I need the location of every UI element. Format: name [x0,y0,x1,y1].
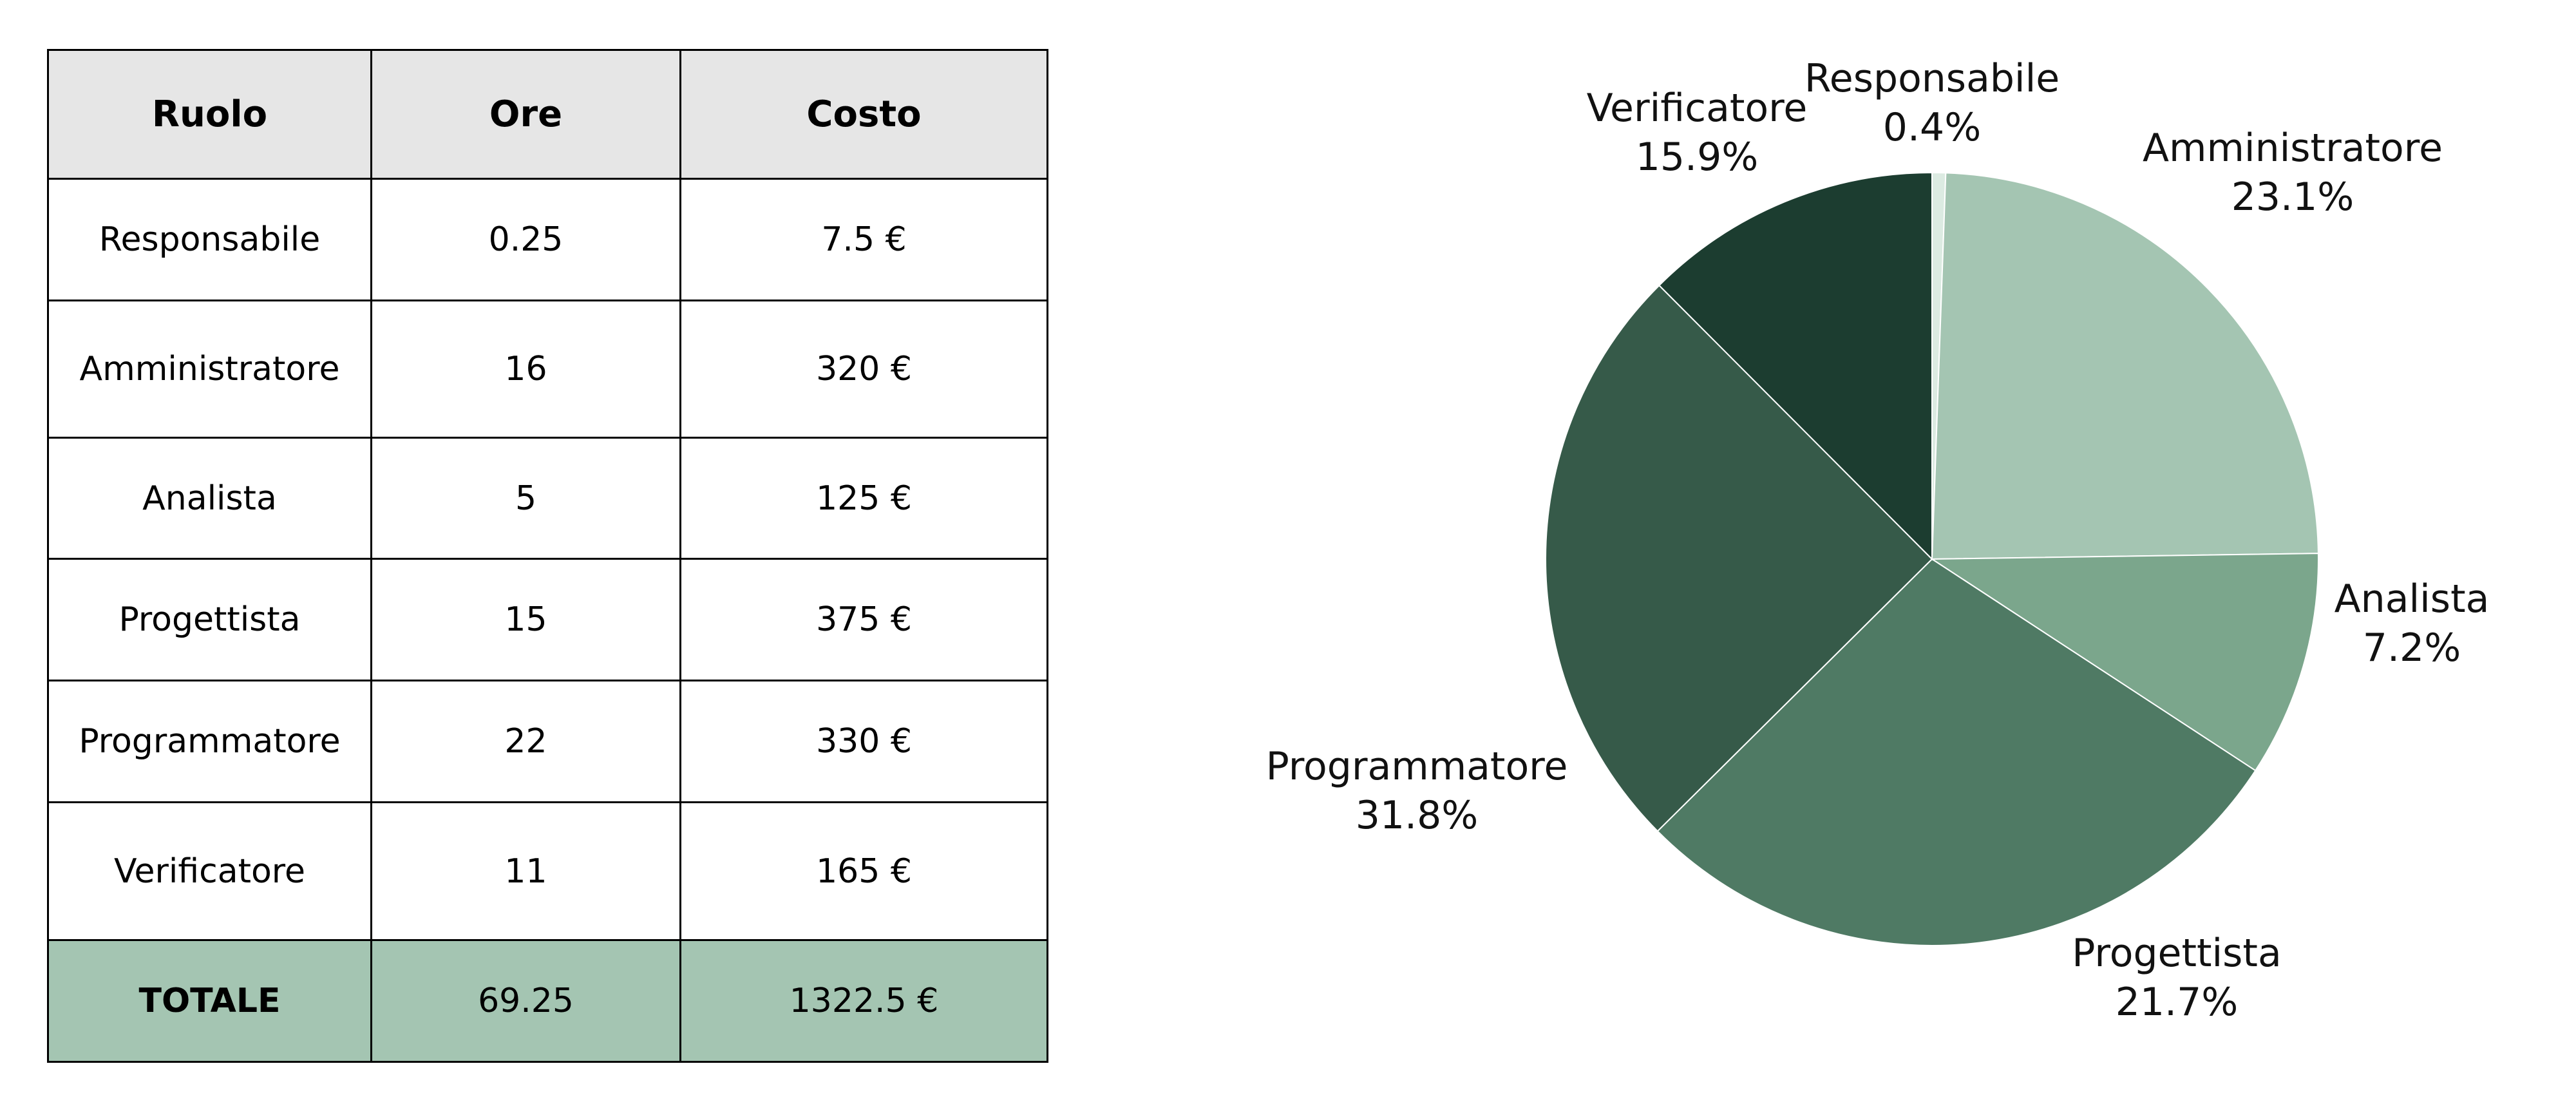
header-ruolo: Ruolo [47,49,372,180]
slice-label-verificatore: Verificatore [1587,86,1808,131]
total-label: TOTALE [47,939,372,1063]
cell-ore: 5 [370,437,681,560]
table-row: Responsabile 0.25 7.5 € [47,178,1048,301]
cell-ore: 0.25 [370,178,681,301]
cell-costo: 7.5 € [679,178,1048,301]
pie-slices [1545,171,2319,946]
header-ore: Ore [370,49,681,180]
table-row: Amministratore 16 320 € [47,300,1048,439]
cell-costo: 375 € [679,558,1048,681]
total-ore: 69.25 [370,939,681,1063]
slice-label-analista: Analista [2334,576,2490,622]
slice-percent-verificatore: 15.9% [1636,135,1759,180]
table-row: Programmatore 22 330 € [47,680,1048,803]
slice-percent-programmatore: 31.8% [1356,793,1479,838]
pie-slice-analista [1929,553,2319,772]
slice-label-programmatore: Programmatore [1266,744,1568,789]
table-header-row: Ruolo Ore Costo [47,49,1048,180]
total-row: TOTALE 69.25 1322.5 € [47,939,1048,1063]
cell-costo: 125 € [679,437,1048,560]
pie-slice-amministratore [1931,172,2319,560]
cost-table: Ruolo Ore Costo Responsabile 0.25 7.5 € … [47,49,1048,1063]
cell-costo: 165 € [679,801,1048,941]
cell-ruolo: Amministratore [47,300,372,439]
cell-ruolo: Programmatore [47,680,372,803]
cell-ruolo: Progettista [47,558,372,681]
cell-ore: 11 [370,801,681,941]
table-row: Verificatore 11 165 € [47,801,1048,941]
slice-label-amministratore: Amministratore [2143,126,2443,171]
cell-costo: 330 € [679,680,1048,803]
table-row: Progettista 15 375 € [47,558,1048,681]
pie-slice-progettista [1656,558,2257,946]
cell-costo: 320 € [679,300,1048,439]
cell-ruolo: Verificatore [47,801,372,941]
slice-percent-amministratore: 23.1% [2231,175,2354,220]
cell-ruolo: Analista [47,437,372,560]
cell-ore: 16 [370,300,681,439]
cell-ore: 22 [370,680,681,803]
pie-slice-verificatore [1658,171,1933,561]
header-costo: Costo [679,49,1048,180]
slice-percent-analista: 7.2% [2363,625,2461,671]
slice-label-progettista: Progettista [2072,931,2281,976]
cell-ore: 15 [370,558,681,681]
slice-percent-responsabile: 0.4% [1883,105,1981,150]
table-row: Analista 5 125 € [47,437,1048,560]
pie-slice-programmatore [1545,284,1933,832]
total-costo: 1322.5 € [679,939,1048,1063]
slice-percent-progettista: 21.7% [2116,980,2239,1025]
slice-label-responsabile: Responsabile [1804,56,2060,101]
cell-ruolo: Responsabile [47,178,372,301]
